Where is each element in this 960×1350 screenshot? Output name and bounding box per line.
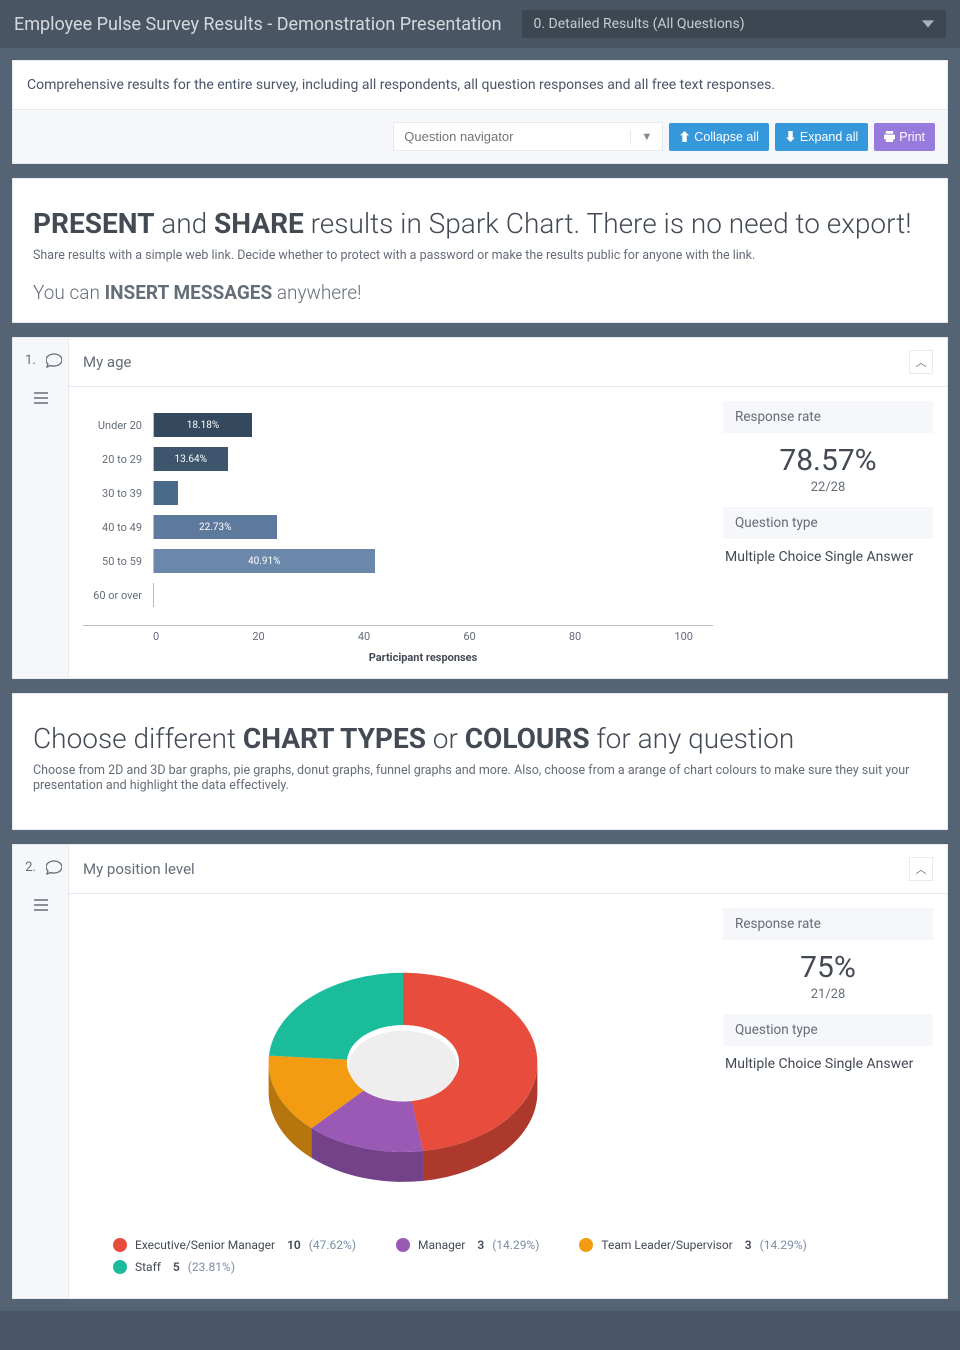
legend-color-dot [113,1260,127,1274]
question-title: My position level [83,860,195,878]
bar-row: Under 2018.18% [153,411,693,439]
legend-label: Executive/Senior Manager [135,1238,275,1252]
print-icon [884,131,895,142]
response-rate-frac: 22/28 [723,480,933,507]
question-navigator-input[interactable] [394,123,630,150]
legend-item: Manager 3 (14.29%) [396,1238,539,1252]
collapse-button[interactable]: ︿ [909,350,933,374]
response-rate-frac: 21/28 [723,987,933,1014]
question-stats: Response rate 75% 21/28 Question type Mu… [723,908,933,1218]
question-type-label: Question type [723,1014,933,1046]
promo-card-2: Choose different CHART TYPES or COLOURS … [12,693,948,830]
bar-category-label: 40 to 49 [83,521,148,534]
bar-category-label: 20 to 29 [83,453,148,466]
legend-pct: (23.81%) [188,1260,235,1274]
legend-label: Manager [418,1238,465,1252]
chart-xlabel: Participant responses [83,643,713,664]
question-navigator[interactable]: ▼ [393,122,663,151]
bar-row: 40 to 4922.73% [153,513,693,541]
expand-icon [785,131,796,142]
legend-pct: (14.29%) [760,1238,807,1252]
collapse-icon [679,131,690,142]
donut-chart [83,908,723,1218]
question-type-label: Question type [723,507,933,539]
legend-item: Executive/Senior Manager 10 (47.62%) [113,1238,356,1252]
promo2-heading: Choose different CHART TYPES or COLOURS … [33,722,927,755]
legend-pct: (47.62%) [309,1238,356,1252]
question-card-1: 1. My age ︿ Under 2018.18%20 to 2913.64%… [12,337,948,679]
bar-category-label: 30 to 39 [83,487,148,500]
promo2-sub: Choose from 2D and 3D bar graphs, pie gr… [33,763,927,793]
question-header: My position level ︿ [69,845,947,894]
bar-row: 60 or over [153,581,693,609]
legend-color-dot [579,1238,593,1252]
comment-icon[interactable] [46,352,62,368]
topbar: Employee Pulse Survey Results - Demonstr… [0,0,960,48]
view-dropdown[interactable]: 0. Detailed Results (All Questions) [522,10,946,38]
bar-fill: 40.91% [154,549,375,573]
question-gutter: 2. [13,845,69,1298]
intro-text: Comprehensive results for the entire sur… [13,61,947,109]
legend-item: Team Leader/Supervisor 3 (14.29%) [579,1238,806,1252]
print-button[interactable]: Print [874,123,935,151]
bar-row: 50 to 5940.91% [153,547,693,575]
response-rate-pct: 75% [723,940,933,987]
question-type: Multiple Choice Single Answer [723,1046,933,1082]
bar-fill: 22.73% [154,515,277,539]
view-dropdown-value: 0. Detailed Results (All Questions) [534,16,745,32]
bar-fill: 13.64% [154,447,228,471]
bar-category-label: 50 to 59 [83,555,148,568]
promo-line2: You can INSERT MESSAGES anywhere! [33,281,927,304]
promo-heading: PRESENT and SHARE results in Spark Chart… [33,207,927,240]
bar-fill [154,481,178,505]
legend-label: Team Leader/Supervisor [601,1238,732,1252]
question-gutter: 1. [13,338,69,678]
promo-card-1: PRESENT and SHARE results in Spark Chart… [12,178,948,323]
response-rate-label: Response rate [723,401,933,433]
expand-all-button[interactable]: Expand all [775,123,868,151]
legend-count: 3 [477,1238,484,1252]
page-title: Employee Pulse Survey Results - Demonstr… [14,14,502,35]
collapse-all-button[interactable]: Collapse all [669,123,769,151]
question-card-2: 2. My position level ︿ Response rat [12,844,948,1299]
legend-color-dot [113,1238,127,1252]
question-header: My age ︿ [69,338,947,387]
promo-sub: Share results with a simple web link. De… [33,248,927,263]
chevron-down-icon[interactable]: ▼ [630,130,662,143]
question-index: 2. [19,860,36,875]
menu-icon[interactable] [33,897,49,913]
chevron-down-icon [922,18,934,30]
legend-pct: (14.29%) [492,1238,539,1252]
question-body: My position level ︿ Response rate 75% 21… [69,845,947,1298]
question-index: 1. [19,353,36,368]
bar-fill: 18.18% [154,413,252,437]
bar-category-label: 60 or over [83,589,148,602]
question-title: My age [83,353,131,371]
legend-count: 5 [173,1260,180,1274]
bar-category-label: Under 20 [83,419,148,432]
menu-icon[interactable] [33,390,49,406]
question-body: My age ︿ Under 2018.18%20 to 2913.64%30 … [69,338,947,678]
question-type: Multiple Choice Single Answer [723,539,933,575]
legend-count: 10 [287,1238,301,1252]
response-rate-label: Response rate [723,908,933,940]
response-rate-pct: 78.57% [723,433,933,480]
comment-icon[interactable] [46,859,62,875]
collapse-button[interactable]: ︿ [909,857,933,881]
question-content: Under 2018.18%20 to 2913.64%30 to 3940 t… [69,387,947,678]
legend-label: Staff [135,1260,161,1274]
legend-item: Staff 5 (23.81%) [113,1260,235,1274]
bar-chart: Under 2018.18%20 to 2913.64%30 to 3940 t… [83,401,713,664]
content: Comprehensive results for the entire sur… [0,48,960,1311]
bar-row: 30 to 39 [153,479,693,507]
question-content: Response rate 75% 21/28 Question type Mu… [69,894,947,1298]
intro-panel: Comprehensive results for the entire sur… [12,60,948,164]
legend-count: 3 [745,1238,752,1252]
bar-row: 20 to 2913.64% [153,445,693,473]
toolbar: ▼ Collapse all Expand all Print [13,109,947,163]
question-stats: Response rate 78.57% 22/28 Question type… [723,401,933,664]
chart-legend: Executive/Senior Manager 10 (47.62%) Man… [83,1228,933,1284]
legend-color-dot [396,1238,410,1252]
